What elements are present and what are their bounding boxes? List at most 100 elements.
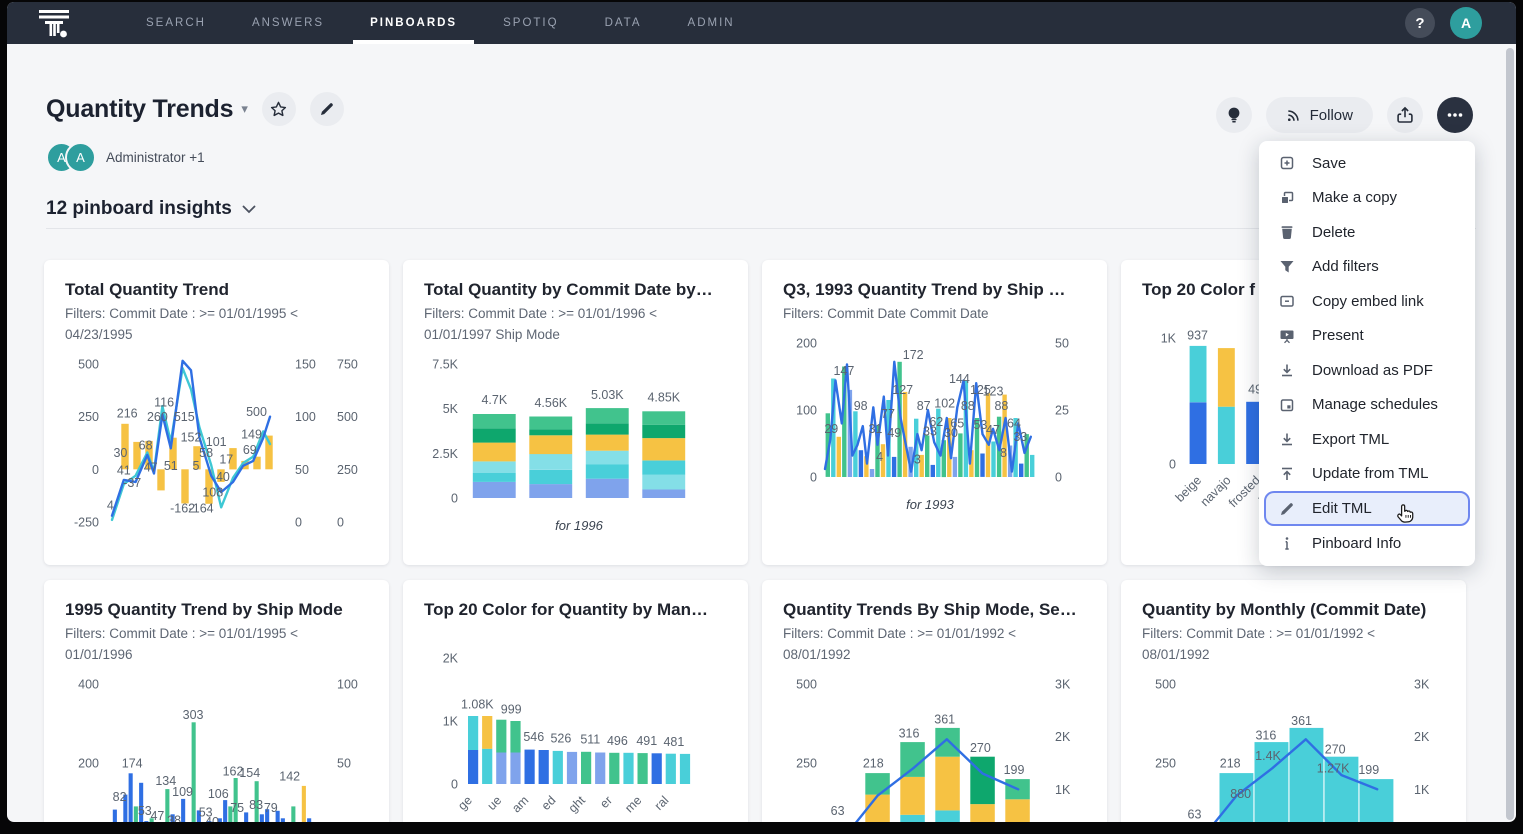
- svg-text:-164: -164: [189, 501, 214, 515]
- chart-canvas[interactable]: 4002001005082174534713438109303534010616…: [65, 672, 367, 822]
- insight-card[interactable]: 1995 Quantity Trend by Ship Mode Filters:…: [44, 580, 389, 822]
- svg-text:30: 30: [113, 446, 127, 460]
- insight-card[interactable]: Total Quantity by Commit Date by… Filters…: [403, 260, 748, 565]
- svg-text:ue: ue: [485, 793, 505, 813]
- download-icon: [1282, 433, 1292, 446]
- insight-card[interactable]: Q3, 1993 Quantity Trend by Ship … Filters…: [762, 260, 1107, 565]
- insight-card[interactable]: Quantity by Monthly (Commit Date) Filters…: [1121, 580, 1466, 822]
- menu-item-label: Delete: [1312, 223, 1356, 241]
- svg-text:481: 481: [663, 735, 684, 749]
- insights-toggle[interactable]: 12 pinboard insights: [46, 198, 256, 220]
- favorite-star-button[interactable]: [261, 92, 296, 126]
- svg-text:0: 0: [92, 463, 99, 477]
- card-chart: 200 100 0 50 25 0 29 147 98 31 4 77 49 127 172 3 87 33 62 1…: [783, 331, 1086, 521]
- chart-canvas[interactable]: 500 250 3K 2K 1K 63 218 316 361 270 199: [783, 672, 1085, 822]
- svg-text:109: 109: [172, 785, 193, 799]
- menu-item-manage-schedules[interactable]: Manage schedules: [1259, 388, 1475, 423]
- menu-item-edit-tml[interactable]: Edit TML: [1264, 491, 1470, 526]
- svg-text:5: 5: [193, 459, 200, 473]
- svg-text:361: 361: [934, 712, 955, 726]
- svg-text:0: 0: [295, 515, 302, 529]
- svg-text:am: am: [509, 793, 531, 815]
- download-icon: [1282, 364, 1292, 377]
- menu-item-save[interactable]: Save: [1259, 146, 1475, 181]
- menu-item-pinboard-info[interactable]: Pinboard Info: [1259, 526, 1475, 561]
- chart-canvas[interactable]: 7.5K 5K 2.5K 0 4.7K 4.56K 5.03K 4.85K for 1996: [424, 352, 726, 537]
- svg-text:2K: 2K: [1055, 730, 1071, 744]
- pinboard-header: Quantity Trends ▾ A A Administrator +1: [46, 44, 1486, 229]
- embed-icon: [1280, 296, 1294, 307]
- card-title: Top 20 Color f: [1142, 280, 1256, 299]
- nav-items: SEARCH ANSWERS PINBOARDS SPOTIQ DATA ADMIN: [123, 2, 758, 44]
- menu-item-label: Update from TML: [1312, 465, 1429, 483]
- chart-canvas[interactable]: 5002500-250150100500750500250042163041-3…: [65, 352, 367, 537]
- scrollbar-thumb[interactable]: [1506, 48, 1514, 820]
- edit-pinboard-button[interactable]: [309, 92, 344, 126]
- nav-item-search[interactable]: SEARCH: [146, 17, 206, 29]
- ellipsis-icon: [1447, 113, 1463, 117]
- menu-item-download-as-pdf[interactable]: Download as PDF: [1259, 353, 1475, 388]
- card-filters: Filters: Commit Date Commit Date: [783, 306, 989, 321]
- page-scrollbar[interactable]: [1506, 48, 1515, 820]
- nav-item-admin[interactable]: ADMIN: [687, 17, 735, 29]
- chart-canvas[interactable]: 2001000502502914798314774912717238733621…: [783, 331, 1085, 516]
- author-avatar-2[interactable]: A: [65, 142, 96, 173]
- svg-text:123: 123: [983, 384, 1004, 398]
- insight-card[interactable]: Total Quantity Trend Filters: Commit Date…: [44, 260, 389, 565]
- card-chart: 7.5K 5K 2.5K 0 4.7K 4.56K 5.03K 4.85K for 1996: [424, 352, 727, 542]
- card-chart: 4002001005082174534713438109303534010616…: [65, 672, 368, 822]
- insights-bulb-button[interactable]: [1215, 97, 1252, 133]
- menu-item-update-from-tml[interactable]: Update from TML: [1259, 457, 1475, 492]
- svg-text:frosted: frosted: [1226, 473, 1263, 510]
- nav-item-answers[interactable]: ANSWERS: [251, 17, 325, 29]
- user-avatar[interactable]: A: [1450, 7, 1482, 39]
- nav-item-data[interactable]: DATA: [604, 17, 642, 29]
- svg-text:216: 216: [117, 407, 138, 421]
- share-button[interactable]: [1387, 97, 1423, 133]
- insight-card[interactable]: Quantity Trends By Ship Mode, Se… Filters…: [762, 580, 1107, 822]
- menu-item-label: Edit TML: [1312, 500, 1372, 517]
- svg-text:ral: ral: [652, 793, 672, 813]
- menu-item-make-a-copy[interactable]: Make a copy: [1259, 181, 1475, 216]
- svg-text:526: 526: [550, 731, 571, 745]
- svg-text:3: 3: [914, 453, 921, 467]
- header-actions: Follow: [1215, 97, 1473, 133]
- menu-item-export-tml[interactable]: Export TML: [1259, 422, 1475, 457]
- svg-text:270: 270: [970, 741, 991, 755]
- nav-item-pinboards[interactable]: PINBOARDS: [347, 2, 480, 44]
- menu-item-delete[interactable]: Delete: [1259, 215, 1475, 250]
- card-title: Quantity Trends By Ship Mode, Se…: [783, 600, 1077, 619]
- svg-text:79: 79: [264, 801, 278, 815]
- chart-canvas[interactable]: 500 250 3K 2K 1K 63 218 316 361 270 199 880 1.4K 1.27…: [1142, 672, 1444, 822]
- svg-text:2K: 2K: [1414, 730, 1430, 744]
- svg-text:62: 62: [929, 415, 943, 429]
- pencil-icon: [320, 103, 333, 115]
- card-filters: Filters: Commit Date : >= 01/01/1995 < 0…: [65, 626, 298, 662]
- svg-text:116: 116: [154, 396, 174, 410]
- svg-text:937: 937: [1187, 328, 1208, 342]
- help-button[interactable]: ?: [1405, 8, 1435, 38]
- menu-item-copy-embed-link[interactable]: Copy embed link: [1259, 284, 1475, 319]
- nav-item-spotiq[interactable]: SPOTIQ: [503, 17, 559, 29]
- svg-text:for 1993: for 1993: [906, 497, 954, 512]
- share-icon: [1397, 106, 1413, 123]
- svg-text:106: 106: [208, 787, 229, 801]
- title-caret-icon[interactable]: ▾: [241, 101, 248, 116]
- pencil-icon: [1281, 502, 1293, 515]
- thoughtspot-logo-icon[interactable]: [37, 7, 71, 39]
- svg-text:1K: 1K: [443, 715, 459, 729]
- menu-item-add-filters[interactable]: Add filters: [1259, 250, 1475, 285]
- more-actions-button[interactable]: [1437, 97, 1473, 133]
- svg-text:1K: 1K: [1161, 332, 1177, 346]
- svg-text:-162: -162: [170, 501, 195, 515]
- menu-item-present[interactable]: Present: [1259, 319, 1475, 354]
- svg-text:250: 250: [796, 756, 817, 770]
- svg-text:64: 64: [1007, 416, 1021, 430]
- svg-text:27: 27: [272, 821, 286, 822]
- authors-row: A A Administrator +1: [46, 142, 205, 173]
- svg-text:108: 108: [202, 486, 223, 500]
- svg-text:50: 50: [1055, 336, 1069, 350]
- insight-card[interactable]: Top 20 Color for Quantity by Man… 2K 1K 0 1.…: [403, 580, 748, 822]
- follow-button[interactable]: Follow: [1265, 97, 1373, 133]
